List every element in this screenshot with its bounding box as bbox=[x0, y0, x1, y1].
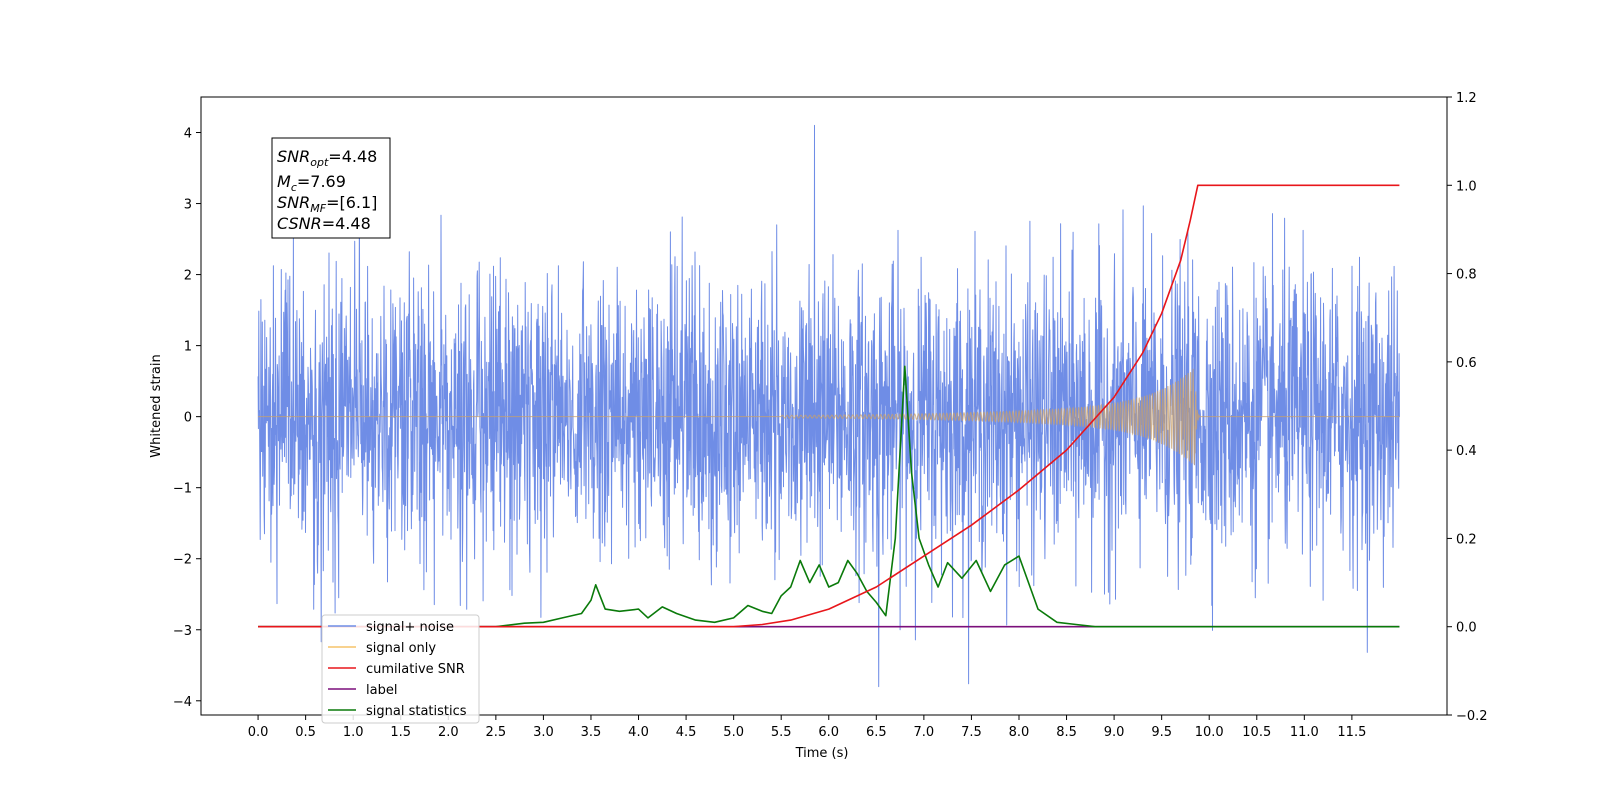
legend-item-signal-statistics: signal statistics bbox=[328, 704, 467, 719]
y-left-tick-label: 4 bbox=[184, 127, 192, 142]
x-tick-label: 10.0 bbox=[1195, 725, 1224, 740]
legend-item-cumulative-snr: cumilative SNR bbox=[328, 662, 465, 677]
y-right-tick-label: 0.8 bbox=[1456, 268, 1477, 283]
y-axis-left: 4 3 2 1 0 −1 −2 −3 −4 bbox=[173, 127, 201, 710]
legend-label: cumilative SNR bbox=[366, 662, 465, 677]
x-tick-label: 2.0 bbox=[438, 725, 459, 740]
series-cumulative-snr-line bbox=[258, 184, 1400, 628]
annotation-snr-mf: SNRMF=[6.1] bbox=[277, 193, 377, 215]
y-right-tick-label: 0.4 bbox=[1456, 444, 1477, 459]
y-left-tick-label: 3 bbox=[184, 198, 192, 213]
y-left-tick-label: −3 bbox=[173, 624, 192, 639]
legend-label: signal statistics bbox=[366, 704, 467, 719]
series-signal-statistics-line bbox=[258, 365, 1400, 628]
x-axis-title: Time (s) bbox=[795, 746, 849, 761]
y-right-tick-label: 0.2 bbox=[1456, 532, 1477, 547]
x-tick-label: 0.5 bbox=[295, 725, 316, 740]
x-tick-label: 7.5 bbox=[961, 725, 982, 740]
x-axis: 0.0 0.5 1.0 1.5 2.0 2.5 3.0 3.5 4.0 4.5 5.0 5.5 6.0 6… bbox=[248, 715, 1366, 740]
annotation-snr-opt: SNRopt=4.48 bbox=[277, 147, 377, 169]
x-tick-label: 8.0 bbox=[1009, 725, 1030, 740]
legend-label: label bbox=[366, 683, 397, 698]
x-tick-label: 6.5 bbox=[866, 725, 887, 740]
legend-label: signal only bbox=[366, 641, 436, 656]
x-tick-label: 10.5 bbox=[1242, 725, 1271, 740]
x-tick-label: 4.5 bbox=[676, 725, 697, 740]
y-left-tick-label: −1 bbox=[173, 482, 192, 497]
x-tick-label: 0.0 bbox=[248, 725, 269, 740]
x-tick-label: 1.0 bbox=[343, 725, 364, 740]
y-left-tick-label: −2 bbox=[173, 553, 192, 568]
x-tick-label: 8.5 bbox=[1056, 725, 1077, 740]
plot-frame bbox=[200, 96, 1448, 716]
y-right-tick-label: 1.0 bbox=[1456, 179, 1477, 194]
x-tick-label: 1.5 bbox=[390, 725, 411, 740]
y-right-tick-label: 1.2 bbox=[1456, 91, 1477, 106]
y-axis-right: 1.2 1.0 0.8 0.6 0.4 0.2 0.0 −0.2 bbox=[1447, 91, 1488, 724]
legend-item-label: label bbox=[328, 683, 397, 698]
annotation-chirp-mass: Mc=7.69 bbox=[277, 172, 346, 194]
x-tick-label: 4.0 bbox=[628, 725, 649, 740]
x-tick-label: 5.5 bbox=[771, 725, 792, 740]
x-tick-label: 11.0 bbox=[1290, 725, 1319, 740]
annotation-csnr: CSNR=4.48 bbox=[277, 214, 371, 233]
y-left-tick-label: −4 bbox=[173, 695, 192, 710]
parameter-annotation-box: SNRopt=4.48 Mc=7.69 SNRMF=[6.1] CSNR=4.4… bbox=[271, 137, 391, 239]
plot-area bbox=[257, 124, 1400, 688]
x-tick-label: 11.5 bbox=[1337, 725, 1366, 740]
x-tick-label: 2.5 bbox=[486, 725, 507, 740]
legend-item-signal-plus-noise: signal+ noise bbox=[328, 620, 454, 635]
y-left-tick-label: 0 bbox=[184, 411, 192, 426]
x-tick-label: 9.0 bbox=[1104, 725, 1125, 740]
y-right-tick-label: 0.0 bbox=[1456, 621, 1477, 636]
legend-label: signal+ noise bbox=[366, 620, 454, 635]
y-right-tick-label: −0.2 bbox=[1456, 709, 1488, 724]
y-axis-title: Whitened strain bbox=[149, 354, 164, 457]
x-tick-label: 9.5 bbox=[1151, 725, 1172, 740]
x-tick-label: 3.0 bbox=[533, 725, 554, 740]
series-signal-only-line bbox=[258, 368, 1400, 466]
legend: signal+ noise signal only cumilative SNR… bbox=[321, 614, 480, 724]
y-right-tick-label: 0.6 bbox=[1456, 356, 1477, 371]
x-tick-label: 6.0 bbox=[818, 725, 839, 740]
series-signal-plus-noise-line bbox=[257, 124, 1400, 688]
y-left-tick-label: 2 bbox=[184, 269, 192, 284]
x-tick-label: 3.5 bbox=[581, 725, 602, 740]
x-tick-label: 7.0 bbox=[914, 725, 935, 740]
legend-item-signal-only: signal only bbox=[328, 641, 436, 656]
x-tick-label: 5.0 bbox=[723, 725, 744, 740]
y-left-tick-label: 1 bbox=[184, 340, 192, 355]
